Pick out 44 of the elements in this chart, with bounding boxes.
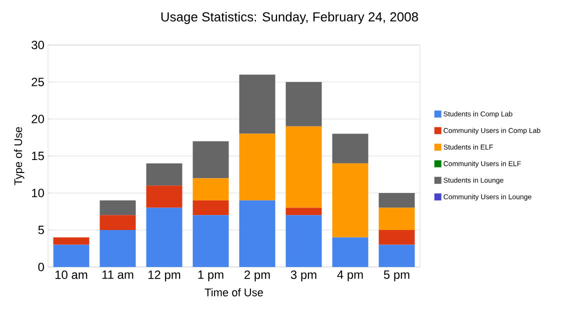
bar: [286, 126, 322, 208]
x-tick-label: 3 pm: [290, 270, 316, 282]
bar: [100, 230, 136, 267]
bar: [100, 200, 136, 216]
bar: [53, 244, 90, 267]
bar: [378, 192, 415, 208]
y-tick-label: 20: [32, 114, 44, 124]
bar: [146, 208, 182, 267]
bar: [53, 237, 90, 245]
y-tick-label: 30: [32, 40, 44, 50]
x-tick-label: 1 pm: [198, 270, 224, 282]
bar: [286, 215, 322, 267]
x-tick-label: 10 am: [55, 270, 88, 280]
x-tick-label: 2 pm: [244, 270, 270, 282]
y-tick-label: 10: [32, 188, 44, 198]
bar: [239, 200, 276, 267]
bar: [332, 163, 368, 238]
y-axis-title: Type of Use: [14, 127, 24, 186]
bar: [192, 215, 229, 267]
bar: [378, 208, 415, 230]
bar: [332, 134, 368, 164]
bar: [239, 134, 276, 200]
chart-title: Usage Statistics: Sunday, February 24, 2008: [161, 12, 418, 24]
bar: [146, 163, 182, 186]
bar: [239, 74, 276, 134]
bar: [286, 82, 322, 126]
y-tick-label: 15: [32, 152, 44, 160]
bar: [192, 178, 229, 200]
x-tick-label: 12 pm: [148, 270, 180, 282]
bar: [332, 237, 368, 267]
x-tick-label: 11 am: [102, 270, 134, 279]
y-tick-label: 25: [32, 78, 44, 86]
x-tick-label: 5 pm: [384, 270, 410, 282]
bar: [286, 208, 322, 216]
y-tick-label: 0: [38, 262, 44, 272]
bar: [378, 244, 415, 267]
x-axis-title: Time of Use: [204, 288, 263, 296]
bar: [192, 200, 229, 216]
bar: [192, 141, 229, 178]
bar: [100, 215, 136, 230]
y-tick-label: 5: [38, 226, 44, 234]
bar: [378, 230, 415, 245]
x-tick-label: 4 pm: [337, 270, 363, 282]
bar: [146, 186, 182, 208]
